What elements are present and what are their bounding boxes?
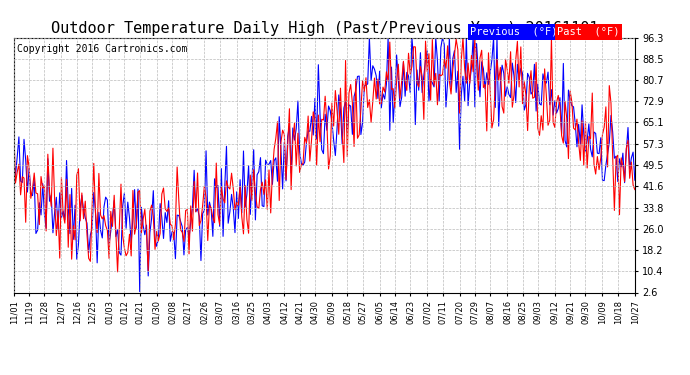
Text: Past  (°F): Past (°F) [558,27,620,37]
Title: Outdoor Temperature Daily High (Past/Previous Year) 20161101: Outdoor Temperature Daily High (Past/Pre… [50,21,598,36]
Text: Previous  (°F): Previous (°F) [471,27,558,37]
Text: Copyright 2016 Cartronics.com: Copyright 2016 Cartronics.com [17,44,187,54]
